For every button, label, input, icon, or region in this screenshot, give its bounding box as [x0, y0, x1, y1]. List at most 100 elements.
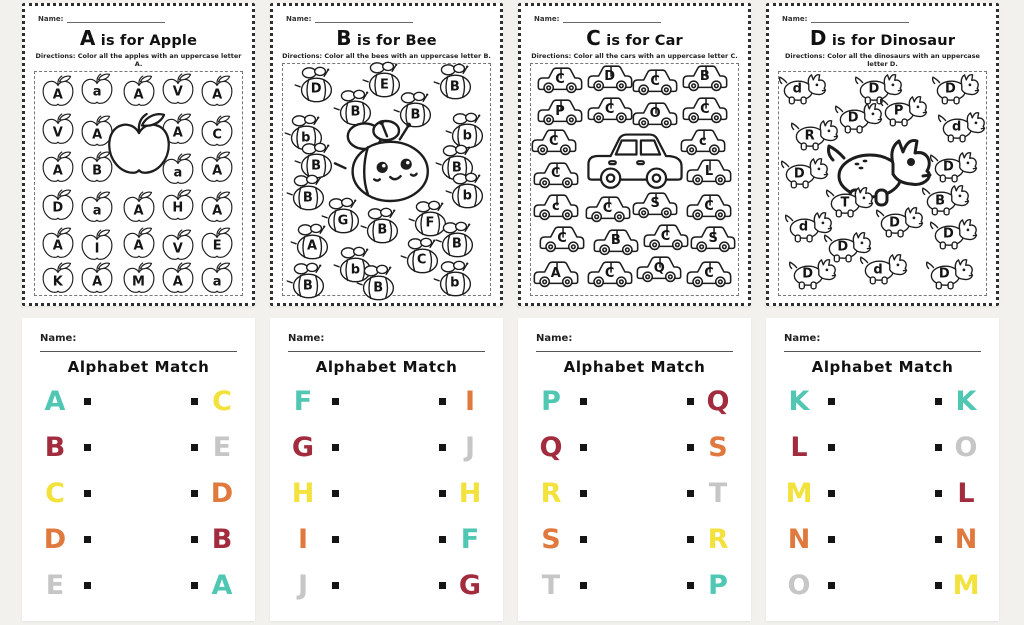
car-icon: C: [584, 91, 636, 124]
match-dot-left: [580, 581, 587, 589]
match-letter-left: J: [297, 569, 309, 601]
directions-text: Directions: Color all the bees with an u…: [282, 52, 491, 60]
apple-icon: A: [159, 260, 197, 298]
title-letter: A: [79, 26, 96, 50]
match-dot-right: [439, 397, 446, 405]
page-title: Alphabet Match: [563, 358, 706, 376]
match-dot-right: [439, 581, 446, 589]
item-letter: D: [889, 215, 900, 231]
car-icon: D: [584, 59, 636, 92]
car-icon: c: [677, 124, 729, 157]
item-letter: C: [700, 101, 710, 117]
car-icon: C: [528, 124, 580, 157]
match-letter-right: H: [458, 477, 482, 509]
car-icon: C: [582, 191, 634, 224]
item-letter: d: [873, 262, 883, 278]
page-title: B is for Bee: [282, 26, 491, 51]
match-dot-right: [935, 535, 942, 543]
match-letter-left: O: [787, 569, 811, 601]
match-dot-left: [332, 443, 339, 451]
match-dot-left: [84, 397, 91, 405]
match-dot-right: [935, 581, 942, 589]
item-letter: D: [945, 81, 956, 97]
bee-icon: B: [359, 207, 405, 245]
match-dot-right: [935, 489, 942, 497]
page-title: Alphabet Match: [811, 358, 954, 376]
bee-icon: A: [289, 223, 335, 261]
item-letter: A: [133, 203, 144, 219]
apple-icon: a: [198, 260, 236, 298]
match-letter-left: F: [293, 385, 313, 417]
item-letter: C: [704, 265, 714, 281]
name-line: [67, 15, 166, 23]
item-letter: A: [133, 87, 144, 103]
name-label: Name:: [782, 15, 808, 23]
title-rest: is for Dinosaur: [826, 33, 956, 49]
worksheet-c-is-for-car[interactable]: Name: C is for Car Directions: Color all…: [518, 3, 751, 306]
match-letter-right: S: [708, 431, 728, 463]
item-letter: R: [804, 128, 815, 144]
item-letter: c: [551, 198, 560, 214]
apple-icon: I: [78, 227, 116, 265]
item-letter: V: [172, 84, 183, 100]
car-icon: P: [534, 94, 586, 127]
item-letter: C: [660, 228, 671, 244]
apple-icon: A: [39, 225, 77, 263]
match-letter-right: M: [952, 569, 980, 601]
item-letter: A: [172, 274, 183, 290]
bee-icon: b: [444, 172, 490, 210]
item-letter: C: [555, 71, 565, 87]
match-letter-left: L: [790, 431, 808, 463]
match-dot-left: [828, 397, 835, 405]
bee-icon: b: [444, 112, 490, 150]
match-letter-right: B: [211, 523, 233, 555]
letter-find-row: Name: A is for Apple Directions: Color a…: [22, 3, 999, 306]
apple-icon: A: [39, 73, 77, 111]
bee-icon: B: [434, 144, 480, 182]
match-letter-right: C: [212, 385, 232, 417]
item-letter: O: [649, 106, 661, 122]
item-letter: a: [212, 274, 222, 290]
title-rest: is for Bee: [351, 33, 437, 49]
item-letter: G: [337, 213, 349, 229]
match-letter-right: K: [955, 385, 977, 417]
item-letter: A: [212, 87, 223, 103]
item-letter: C: [416, 252, 427, 268]
item-letter: I: [94, 241, 100, 257]
page-title: D is for Dinosaur: [778, 26, 987, 51]
dino-icon: T: [824, 182, 874, 220]
item-letter: B: [377, 222, 388, 238]
worksheet-d-is-for-dinosaur[interactable]: Name: D is for Dinosaur Directions: Colo…: [766, 3, 999, 306]
worksheet-a-is-for-apple[interactable]: Name: A is for Apple Directions: Color a…: [22, 3, 255, 306]
name-line: [40, 351, 237, 352]
bee-icon: B: [392, 91, 438, 129]
item-letter: P: [893, 103, 904, 119]
match-letter-right: J: [464, 431, 476, 463]
item-letter: D: [52, 200, 64, 216]
match-dot-right: [191, 581, 198, 589]
item-letter: D: [942, 226, 954, 242]
title-letter: B: [336, 26, 352, 50]
car-icon: c: [530, 188, 582, 221]
item-letter: d: [952, 119, 962, 135]
match-dot-left: [580, 397, 587, 405]
title-rest: is for Car: [600, 33, 683, 49]
worksheet-b-is-for-bee[interactable]: Name: B is for Bee Directions: Color all…: [270, 3, 503, 306]
match-dot-right: [687, 535, 694, 543]
page-title: Alphabet Match: [315, 358, 458, 376]
match-dot-right: [935, 443, 942, 451]
match-letter-left: E: [45, 569, 65, 601]
match-letter-left: D: [43, 523, 67, 555]
item-letter: b: [462, 188, 472, 204]
